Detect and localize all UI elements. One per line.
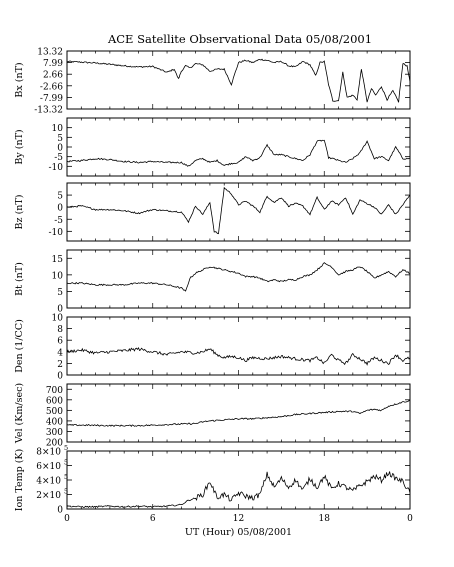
panel-frame — [66, 450, 411, 510]
ytick-label: 700 — [46, 386, 63, 396]
ytick-label: 0 — [57, 144, 63, 154]
panel-frame — [66, 182, 411, 242]
series-line — [66, 186, 411, 235]
xtick-label: 0 — [64, 514, 70, 524]
ytick-label: 13.32 — [37, 48, 63, 58]
ytick-label: -10 — [49, 228, 64, 238]
series-line — [66, 471, 411, 509]
ytick-label: 200 — [46, 439, 63, 449]
ytick-label: -5 — [54, 216, 63, 226]
series-line — [66, 58, 411, 103]
ytick-label: 5 — [57, 134, 63, 144]
ytick-label: 0 — [57, 305, 63, 315]
ytick-label: 2×10 — [36, 491, 61, 501]
panel-frame — [66, 50, 411, 110]
series-line — [66, 139, 411, 167]
ytick-exponent: 5 — [64, 473, 68, 481]
ytick-label: 4×10 — [36, 477, 61, 487]
ytick-label: -2.66 — [40, 82, 63, 92]
panel-4: 15 10 5 0 Bt (nT) — [14, 249, 411, 315]
y-axis-label: Bt (nT) — [14, 262, 25, 296]
ytick-exponent: 5 — [64, 488, 68, 496]
ytick-label: 10 — [52, 271, 64, 281]
series-line — [66, 346, 411, 366]
ytick-label: 6 — [57, 337, 63, 347]
ytick-label: 2 — [57, 360, 63, 370]
y-axis-label: Den (1/CC) — [14, 319, 25, 373]
ytick-label: 8×10 — [36, 448, 61, 458]
ytick-label: 7.99 — [43, 59, 63, 69]
ytick-label: 4 — [57, 348, 63, 358]
y-axis-label: By (nT) — [14, 129, 25, 164]
ytick-label: 10 — [52, 314, 64, 324]
xtick-label: 12 — [233, 514, 244, 524]
ytick-exponent: 5 — [64, 444, 68, 452]
xtick-label: 6 — [150, 514, 156, 524]
y-axis-label: Ion Temp (K) — [14, 449, 25, 511]
panel-3: 5 0 -5 -10 Bz (nT) — [14, 182, 411, 242]
ytick-label: 0 — [57, 204, 63, 214]
y-axis-label: Bz (nT) — [14, 195, 25, 230]
ytick-label: 5 — [57, 192, 63, 202]
ytick-label: -5 — [54, 153, 63, 163]
ytick-label: 15 — [52, 255, 64, 265]
panel-frame — [66, 117, 411, 177]
ytick-label: 0 — [57, 372, 63, 382]
panel-frame — [66, 316, 411, 376]
y-axis-label: Bx (nT) — [14, 62, 25, 97]
series-line — [66, 400, 411, 427]
chart-title: ACE Satellite Observational Data 05/08/2… — [107, 32, 372, 46]
panel-frame — [66, 249, 411, 309]
ytick-label: -13.32 — [34, 106, 63, 116]
ytick-label: 500 — [46, 407, 63, 417]
ytick-label: 0 — [57, 506, 63, 516]
ytick-label: 5 — [57, 288, 63, 298]
ytick-label: 600 — [46, 396, 63, 406]
ytick-label: 400 — [46, 417, 63, 427]
ytick-label: 10 — [52, 124, 64, 134]
ytick-label: -7.99 — [40, 94, 63, 104]
x-axis-label: UT (Hour) 05/08/2001 — [185, 527, 292, 538]
xtick-label: 18 — [319, 514, 331, 524]
ytick-label: 2.66 — [43, 71, 63, 81]
xtick-label: 0 — [407, 514, 413, 524]
y-axis-label: Vel (Km/sec) — [14, 383, 25, 444]
ytick-label: -10 — [49, 163, 64, 173]
ytick-exponent: 5 — [64, 459, 68, 467]
series-line — [66, 262, 411, 292]
ytick-label: 6×10 — [36, 462, 61, 472]
ytick-label: 300 — [46, 428, 63, 438]
ytick-label: 8 — [57, 325, 63, 335]
panel-1: 13.327.99 2.66-2.66 -7.99 -13.32 Bx (nT) — [14, 48, 411, 116]
